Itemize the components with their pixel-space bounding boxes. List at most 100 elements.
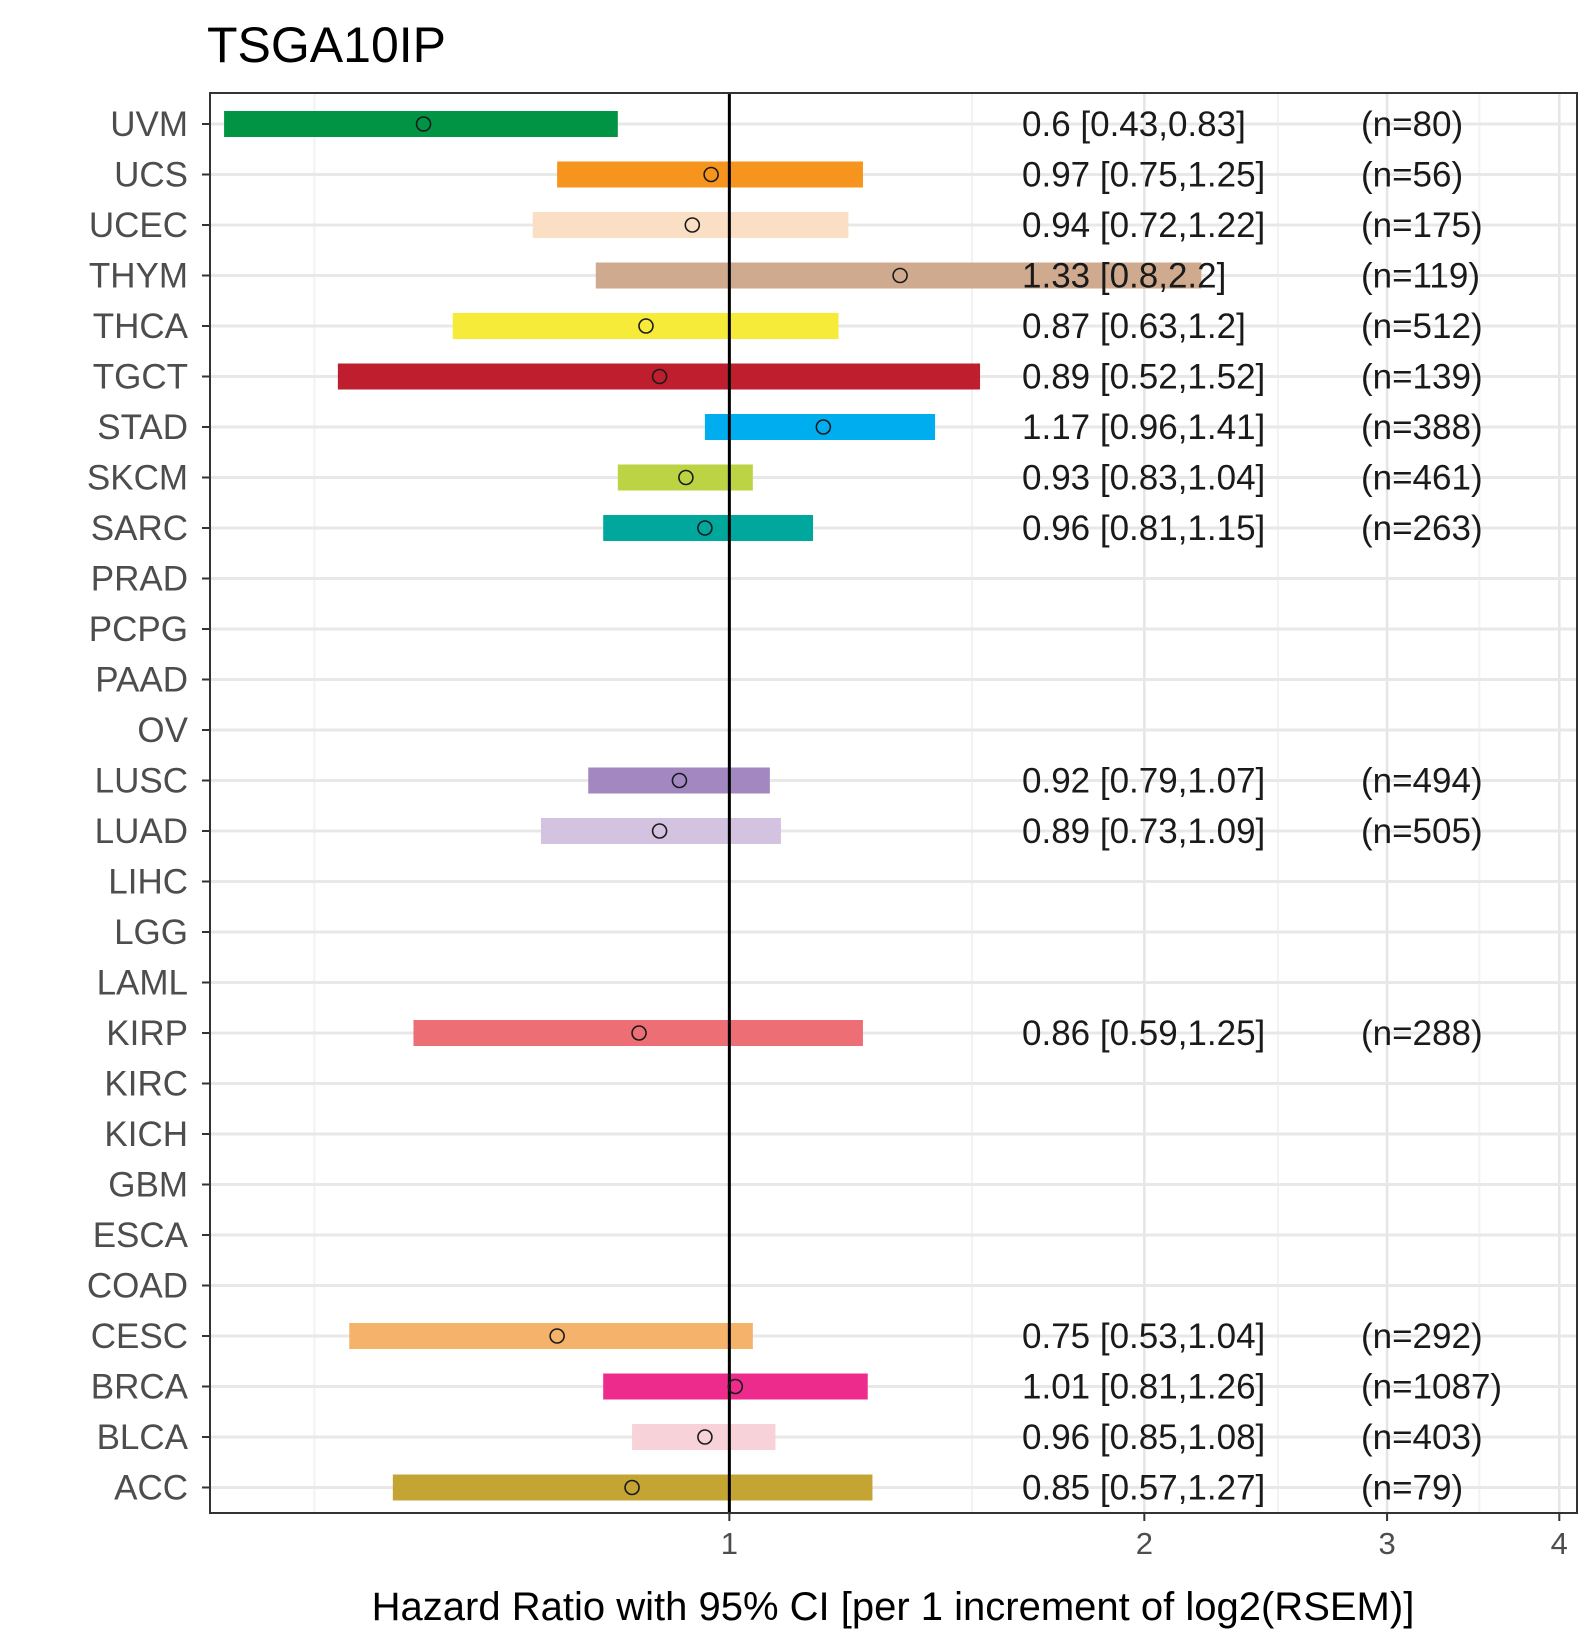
sample-size-kirp: (n=288) (1361, 1014, 1483, 1053)
sample-size-uvm: (n=80) (1361, 105, 1463, 144)
category-label-esca: ESCA (93, 1216, 189, 1255)
category-label-ov: OV (137, 711, 188, 750)
category-label-cesc: CESC (91, 1317, 188, 1356)
category-label-paad: PAAD (95, 661, 188, 700)
hr-point-skcm (678, 469, 694, 486)
x-tick-label: 2 (1136, 1526, 1153, 1561)
category-label-thca: THCA (93, 307, 189, 346)
category-label-lusc: LUSC (95, 762, 188, 801)
ci-bar-sarc (603, 515, 814, 541)
sample-size-thym: (n=119) (1361, 257, 1480, 296)
sample-size-acc: (n=79) (1361, 1469, 1463, 1508)
hr-label-thym: 1.33 [0.8,2.2] (1022, 257, 1226, 296)
ci-bar-acc (392, 1474, 873, 1501)
hr-point-brca (727, 1378, 744, 1395)
ci-bar-thca (452, 313, 839, 339)
category-label-laml: LAML (97, 964, 188, 1003)
category-label-stad: STAD (97, 408, 188, 447)
grid-lines (210, 93, 1577, 1513)
category-label-acc: ACC (114, 1469, 188, 1508)
panel-border (209, 92, 1578, 1514)
ci-bar-luad (540, 818, 781, 844)
category-label-gbm: GBM (108, 1166, 188, 1205)
ci-bar-kirp (413, 1020, 863, 1046)
category-label-blca: BLCA (97, 1418, 189, 1457)
hr-point-blca (697, 1429, 713, 1445)
sample-size-sarc: (n=263) (1361, 509, 1483, 548)
ci-bar-ucec (532, 212, 849, 238)
x-tick-label: 1 (721, 1526, 738, 1561)
sample-size-thca: (n=512) (1361, 307, 1483, 346)
category-label-kich: KICH (104, 1115, 188, 1154)
hr-point-ucec (684, 217, 701, 233)
category-label-brca: BRCA (91, 1368, 189, 1407)
sample-size-stad: (n=388) (1361, 408, 1483, 447)
category-label-coad: COAD (87, 1267, 188, 1306)
hr-point-lusc (671, 772, 688, 789)
category-label-prad: PRAD (91, 560, 188, 599)
category-label-sarc: SARC (91, 509, 188, 548)
hr-label-stad: 1.17 [0.96,1.41] (1022, 408, 1265, 447)
sample-size-tgct: (n=139) (1361, 358, 1483, 397)
hr-annotations: 0.6 [0.43,0.83] (n=80) 0.97 [0.75,1.25] (n=… (1022, 105, 1502, 1508)
hr-label-blca: 0.96 [0.85,1.08] (1022, 1418, 1265, 1457)
x-axis-title: Hazard Ratio with 95% CI [per 1 incremen… (372, 1585, 1415, 1629)
hr-point-tgct (651, 368, 668, 385)
hr-label-skcm: 0.93 [0.83,1.04] (1022, 459, 1265, 498)
category-label-thym: THYM (89, 257, 188, 296)
chart-title: TSGA10IP (207, 17, 446, 73)
hr-point-cesc (549, 1328, 565, 1344)
x-tick-label: 4 (1551, 1526, 1568, 1561)
hr-label-acc: 0.85 [0.57,1.27] (1022, 1469, 1265, 1508)
hr-label-uvm: 0.6 [0.43,0.83] (1022, 105, 1246, 144)
hr-label-tgct: 0.89 [0.52,1.52] (1022, 358, 1265, 397)
ci-bar-thym (595, 262, 1202, 289)
sample-size-cesc: (n=292) (1361, 1317, 1483, 1356)
hr-label-lusc: 0.92 [0.79,1.07] (1022, 762, 1265, 801)
category-label-kirc: KIRC (104, 1065, 188, 1104)
category-label-luad: LUAD (95, 812, 188, 851)
ci-bar-ucs (557, 161, 863, 188)
hr-point-luad (651, 823, 668, 839)
hr-label-kirp: 0.86 [0.59,1.25] (1022, 1014, 1265, 1053)
ci-bar-skcm (617, 464, 753, 491)
hr-points (415, 116, 908, 1496)
ci-bar-cesc (349, 1323, 753, 1349)
x-tick-label: 3 (1378, 1526, 1395, 1561)
category-label-pcpg: PCPG (89, 610, 188, 649)
sample-size-ucs: (n=56) (1361, 156, 1463, 195)
category-label-uvm: UVM (110, 105, 188, 144)
category-label-lgg: LGG (114, 913, 188, 952)
category-label-skcm: SKCM (87, 459, 188, 498)
category-label-ucs: UCS (114, 156, 188, 195)
hr-label-thca: 0.87 [0.63,1.2] (1022, 307, 1246, 346)
y-axis: UVM UCS UCEC THYM THCA TGCT STAD SKCM SARC PRAD PC… (87, 105, 210, 1508)
hr-label-ucec: 0.94 [0.72,1.22] (1022, 206, 1265, 245)
hr-label-luad: 0.89 [0.73,1.09] (1022, 812, 1265, 851)
x-axis: 1 2 3 4 (721, 1513, 1568, 1561)
sample-size-ucec: (n=175) (1361, 206, 1483, 245)
hr-label-ucs: 0.97 [0.75,1.25] (1022, 156, 1265, 195)
category-label-kirp: KIRP (106, 1014, 188, 1053)
hr-point-uvm (415, 116, 432, 132)
ci-bar-lusc (588, 767, 770, 794)
ci-bar-brca (603, 1373, 868, 1400)
ci-bar-tgct (337, 363, 981, 390)
hr-label-sarc: 0.96 [0.81,1.15] (1022, 509, 1265, 548)
ci-bar-uvm (224, 111, 618, 137)
hr-point-thca (638, 318, 654, 334)
category-label-ucec: UCEC (89, 206, 188, 245)
hr-point-thym (892, 267, 908, 284)
hr-point-sarc (697, 520, 713, 536)
hr-label-brca: 1.01 [0.81,1.26] (1022, 1368, 1265, 1407)
hr-point-stad (815, 419, 832, 435)
sample-size-skcm: (n=461) (1361, 459, 1483, 498)
category-label-lihc: LIHC (108, 863, 188, 902)
hr-point-acc (624, 1479, 640, 1496)
sample-size-luad: (n=505) (1361, 812, 1483, 851)
hr-point-ucs (703, 166, 719, 183)
category-label-tgct: TGCT (93, 358, 188, 397)
ci-bar-stad (704, 414, 936, 440)
sample-size-lusc: (n=494) (1361, 762, 1483, 801)
